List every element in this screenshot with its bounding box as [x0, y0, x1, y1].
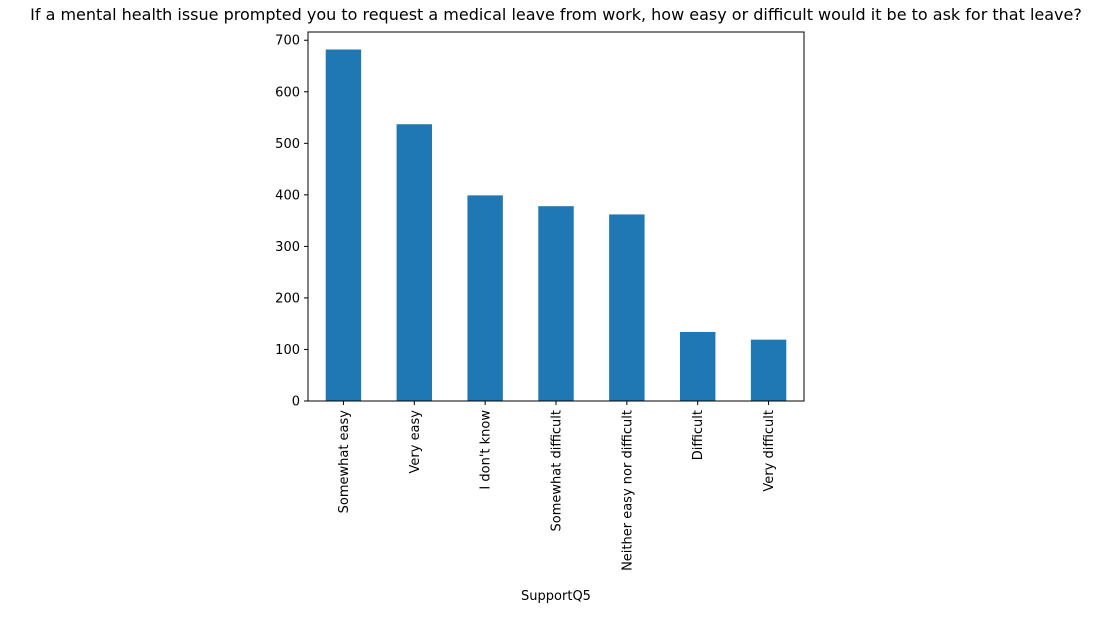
x-axis: Somewhat easy Very easy I don't know Somewh…	[337, 401, 777, 571]
x-axis-label: SupportQ5	[521, 589, 591, 604]
x-tick-label: Neither easy nor difficult	[620, 410, 635, 571]
y-tick-label: 400	[275, 188, 300, 203]
y-tick-label: 700	[275, 34, 300, 49]
chart-title: If a mental health issue prompted you to…	[30, 5, 1082, 24]
bar-5	[680, 331, 716, 401]
x-tick-label: Difficult	[691, 410, 706, 460]
x-tick-label: Very easy	[408, 410, 423, 474]
x-tick-label: Somewhat easy	[337, 410, 352, 514]
x-tick-label: Somewhat difficult	[550, 410, 565, 531]
bar-6	[750, 339, 787, 401]
y-tick-label: 200	[275, 291, 300, 306]
y-axis: 0 100 200 300 400 500 600 700	[275, 34, 308, 410]
y-tick-label: 500	[275, 137, 300, 152]
y-tick-label: 300	[275, 240, 300, 255]
y-tick-label: 0	[292, 395, 300, 410]
bar-0	[325, 49, 362, 402]
bar-2	[467, 195, 503, 401]
bar-4	[609, 214, 645, 401]
bar-1	[396, 124, 432, 401]
y-tick-label: 100	[275, 343, 300, 358]
y-tick-label: 600	[275, 85, 300, 100]
bar-3	[538, 206, 574, 401]
x-tick-label: Very difficult	[762, 410, 777, 492]
plot-frame	[307, 31, 805, 402]
bars-layer	[325, 49, 787, 402]
x-tick-label: I don't know	[479, 410, 494, 490]
